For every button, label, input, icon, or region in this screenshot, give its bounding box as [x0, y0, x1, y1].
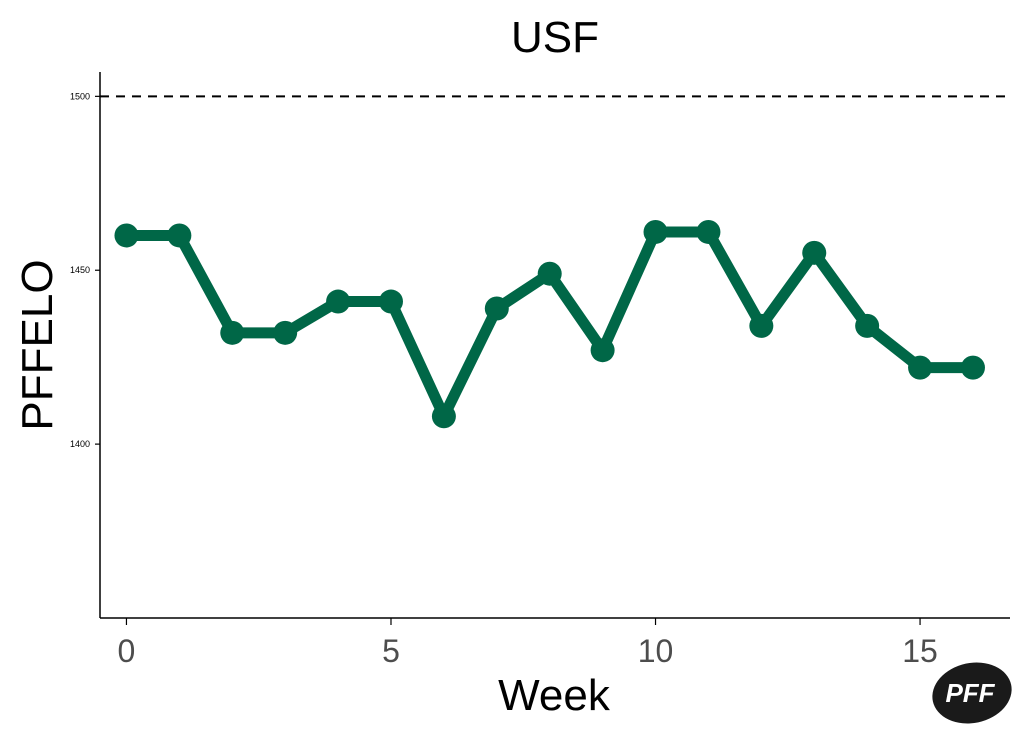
- y-ticks: 1400 1450 1500: [70, 91, 100, 449]
- data-point: [273, 320, 298, 345]
- data-point: [643, 219, 668, 244]
- x-ticks: 0 5 10 15: [118, 618, 938, 669]
- data-point: [167, 223, 192, 248]
- data-point: [908, 355, 933, 380]
- data-point: [855, 313, 880, 338]
- data-point: [590, 338, 615, 363]
- y-tick-label: 1400: [70, 439, 90, 449]
- x-tick-label: 15: [902, 633, 938, 669]
- series-line: [120, 226, 979, 422]
- chart-title: USF: [511, 13, 599, 62]
- data-point: [749, 313, 774, 338]
- y-axis-title: PFFELO: [13, 259, 62, 430]
- x-tick-label: 0: [118, 633, 136, 669]
- series-group: [114, 219, 985, 429]
- x-tick-label: 10: [638, 633, 674, 669]
- data-point: [484, 296, 509, 321]
- x-axis-title: Week: [498, 671, 611, 720]
- pff-logo: PFF: [932, 662, 1012, 724]
- data-point: [537, 261, 562, 286]
- pff-logo-text: PFF: [945, 678, 995, 708]
- data-point: [960, 355, 985, 380]
- plot-area: 1400 1450 1500 0 5 10 15: [70, 72, 1010, 669]
- data-point: [220, 320, 245, 345]
- data-point: [696, 219, 721, 244]
- data-point: [802, 240, 827, 265]
- y-tick-label: 1500: [70, 91, 90, 101]
- data-point: [378, 289, 403, 314]
- data-point: [326, 289, 351, 314]
- data-point: [114, 223, 139, 248]
- x-tick-label: 5: [382, 633, 400, 669]
- y-tick-label: 1450: [70, 265, 90, 275]
- data-point: [431, 404, 456, 429]
